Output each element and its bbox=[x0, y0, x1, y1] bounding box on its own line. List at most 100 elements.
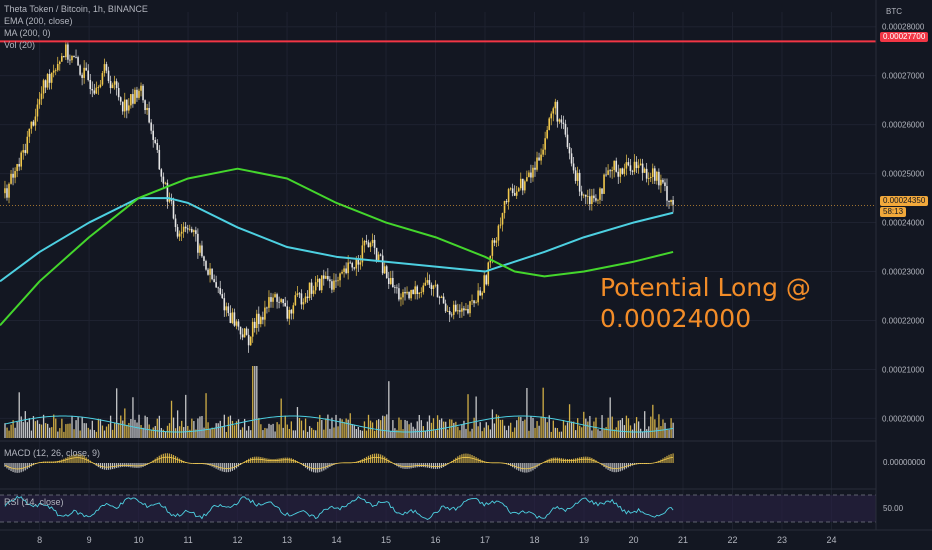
candle-body bbox=[625, 162, 628, 169]
candle-body bbox=[14, 171, 16, 178]
macd-histogram-bar bbox=[252, 457, 254, 463]
volume-bar bbox=[540, 416, 542, 438]
macd-histogram-bar bbox=[572, 458, 575, 463]
candle-body bbox=[416, 286, 419, 294]
macd-histogram-bar bbox=[172, 455, 175, 463]
candle-body bbox=[247, 334, 250, 346]
candle-body bbox=[245, 328, 248, 335]
macd-histogram-bar bbox=[477, 458, 479, 463]
macd-histogram-bar bbox=[528, 463, 530, 473]
ma-legend[interactable]: MA (200, 0) bbox=[4, 28, 51, 38]
volume-bar bbox=[250, 430, 252, 438]
candle-body bbox=[534, 167, 536, 170]
volume-bar bbox=[457, 426, 459, 438]
macd-histogram-bar bbox=[520, 463, 522, 472]
candle-body bbox=[182, 226, 185, 232]
volume-bar bbox=[467, 394, 469, 438]
macd-histogram-bar bbox=[111, 463, 114, 470]
x-tick-label: 21 bbox=[678, 535, 688, 545]
volume-legend[interactable]: Vol (20) bbox=[4, 40, 36, 50]
macd-histogram-bar bbox=[583, 456, 585, 463]
candle-body bbox=[629, 165, 632, 171]
annotation-text[interactable]: Potential Long @ 0.00024000 bbox=[600, 272, 811, 334]
volume-bar bbox=[154, 426, 156, 438]
candle-body bbox=[205, 261, 207, 270]
volume-bar bbox=[398, 417, 400, 438]
macd-histogram-bar bbox=[221, 463, 223, 472]
macd-histogram-bar bbox=[534, 463, 536, 469]
volume-bar bbox=[313, 429, 315, 438]
macd-histogram-bar bbox=[63, 458, 65, 463]
volume-bar bbox=[408, 424, 410, 438]
candle-body bbox=[390, 277, 392, 284]
macd-label[interactable]: MACD (12, 26, close, 9) bbox=[4, 448, 101, 458]
volume-bar bbox=[465, 428, 467, 438]
candle-body bbox=[264, 307, 266, 320]
macd-histogram-bar bbox=[321, 463, 323, 472]
annotation-line-1: Potential Long @ bbox=[600, 273, 811, 302]
volume-bar bbox=[345, 418, 347, 438]
grid bbox=[0, 12, 876, 530]
volume-bar bbox=[195, 429, 197, 438]
candle-body bbox=[327, 275, 329, 280]
candle-body bbox=[335, 280, 337, 282]
macd-pane bbox=[0, 440, 876, 473]
macd-histogram-bar bbox=[75, 454, 77, 463]
volume-bar bbox=[280, 398, 282, 438]
volume-bar bbox=[87, 427, 89, 438]
candle-body bbox=[568, 147, 571, 154]
candle-body bbox=[485, 275, 488, 285]
macd-histogram-bar bbox=[552, 457, 554, 463]
volume-bar bbox=[211, 427, 213, 438]
volume-bar bbox=[36, 420, 39, 438]
candle-body bbox=[355, 259, 358, 269]
volume-bar bbox=[607, 417, 609, 438]
candle-body bbox=[457, 310, 459, 312]
macd-histogram-bar bbox=[457, 456, 459, 463]
volume-bar bbox=[38, 423, 41, 438]
volume-bar bbox=[434, 430, 437, 438]
candle-body bbox=[12, 173, 14, 178]
volume-bar bbox=[79, 430, 81, 438]
candle-body bbox=[654, 168, 656, 181]
symbol-legend[interactable]: Theta Token / Bitcoin, 1h, BINANCE bbox=[4, 4, 148, 14]
macd-histogram-bar bbox=[459, 455, 461, 463]
volume-bar bbox=[609, 397, 611, 438]
rsi-label[interactable]: RSI (14, close) bbox=[4, 497, 64, 507]
candle-body bbox=[298, 293, 301, 295]
candle-body bbox=[255, 313, 258, 329]
x-tick-label: 8 bbox=[37, 535, 42, 545]
macd-histogram-bar bbox=[463, 453, 465, 463]
candle-body bbox=[282, 299, 284, 303]
ema-legend[interactable]: EMA (200, close) bbox=[4, 16, 73, 26]
volume-bar bbox=[627, 418, 630, 438]
candle-body bbox=[643, 168, 646, 173]
volume-bar bbox=[501, 419, 504, 438]
candle-body bbox=[570, 153, 573, 164]
volume-bar bbox=[564, 425, 567, 438]
candle-body bbox=[660, 179, 662, 186]
candle-body bbox=[398, 288, 400, 300]
volume-bar bbox=[298, 418, 301, 438]
macd-histogram-bar bbox=[14, 463, 16, 473]
macd-histogram-bar bbox=[268, 458, 270, 463]
candle-body bbox=[314, 282, 317, 291]
volume-bar bbox=[402, 429, 404, 438]
candle-body bbox=[249, 336, 252, 346]
volume-bar bbox=[572, 421, 575, 438]
macd-histogram-bar bbox=[24, 463, 26, 471]
volume-bar bbox=[22, 422, 24, 438]
candle-body bbox=[97, 87, 100, 88]
volume-bar bbox=[516, 420, 518, 438]
resistance-price-tag: 0.00027700 bbox=[880, 32, 929, 42]
candle-body bbox=[26, 136, 29, 153]
volume-bar bbox=[8, 430, 10, 438]
candle-body bbox=[609, 170, 611, 172]
y-tick-label: 0.00026000 bbox=[882, 121, 925, 130]
volume-bar bbox=[237, 419, 240, 438]
volume-bar bbox=[575, 430, 577, 438]
candle-body bbox=[538, 157, 540, 161]
volume-bar bbox=[105, 426, 108, 438]
macd-histogram-bar bbox=[587, 456, 589, 463]
